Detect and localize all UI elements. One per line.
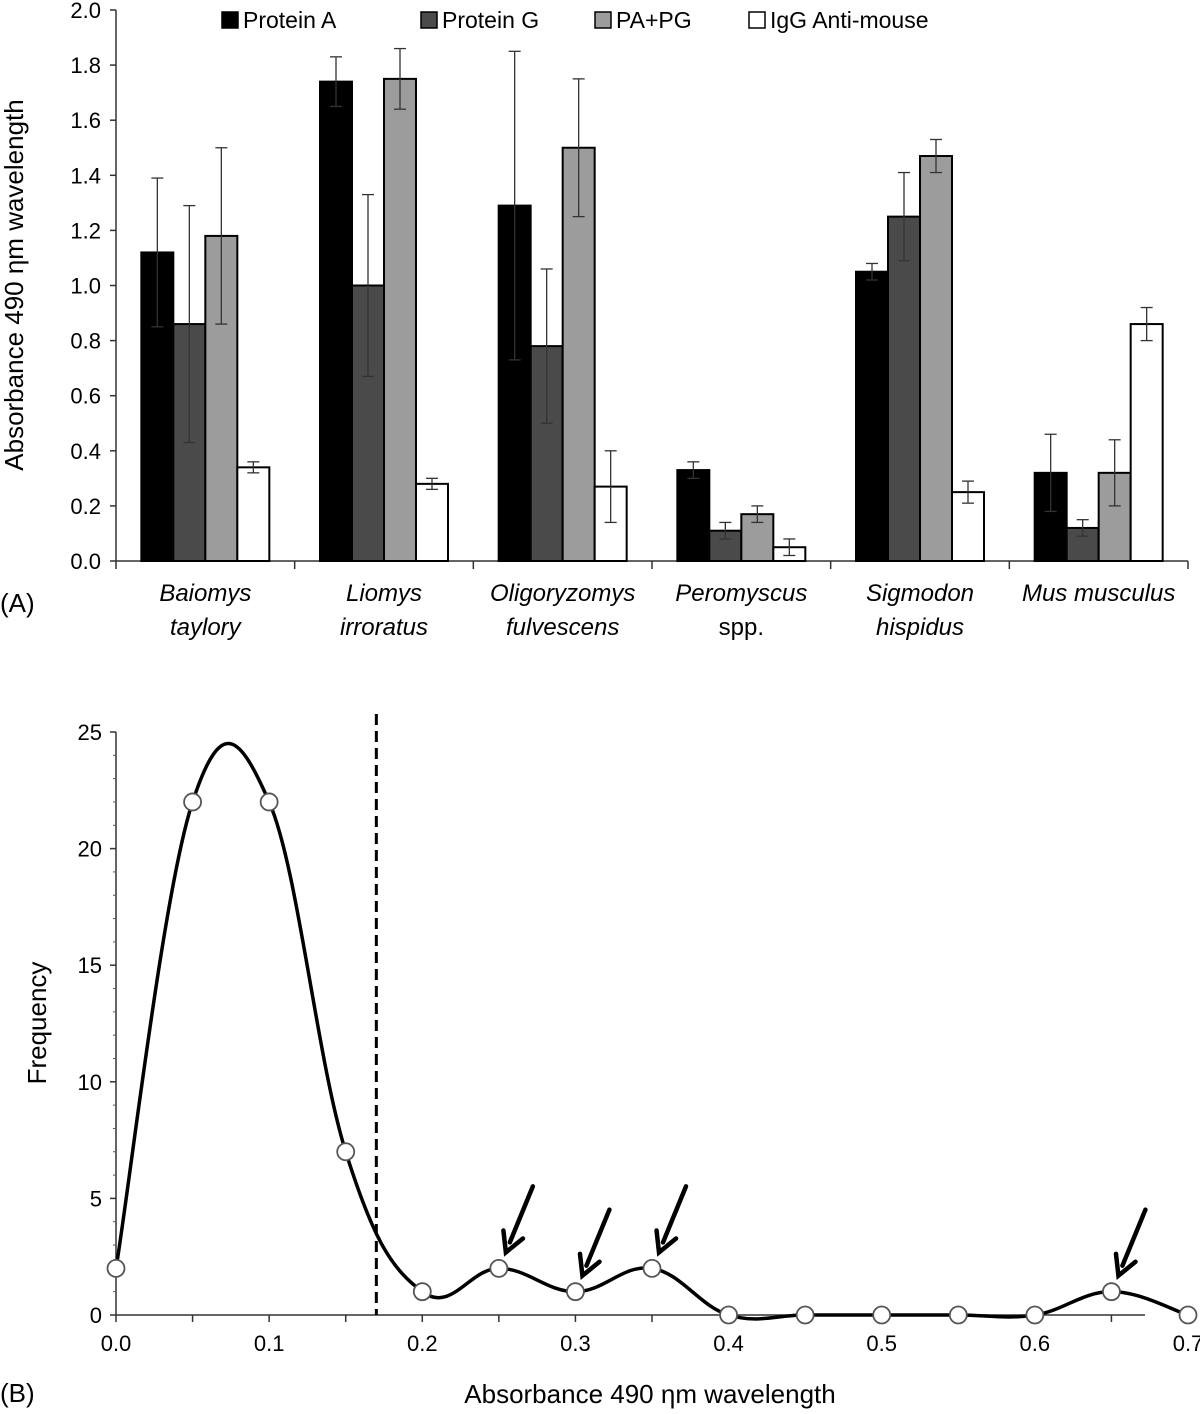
bar xyxy=(415,482,449,562)
bar xyxy=(319,80,353,562)
data-point xyxy=(795,1305,815,1325)
data-point xyxy=(489,1258,509,1278)
panel-a-error-bars xyxy=(151,47,1153,557)
arrow-icon xyxy=(507,1184,536,1245)
frequency-curve xyxy=(114,742,1189,1321)
panel-a-y-axis-title: Absorbance 490 ηm wavelength xyxy=(0,99,29,470)
x-tick-label: 0.2 xyxy=(407,1331,438,1356)
category-label-line2: taylory xyxy=(170,614,243,641)
bar xyxy=(383,77,417,562)
arrow-icon xyxy=(1120,1207,1148,1268)
data-point xyxy=(566,1282,585,1302)
y-tick-label: 15 xyxy=(78,953,102,978)
x-tick-label: 0.5 xyxy=(866,1331,897,1356)
legend-label: Protein G xyxy=(442,7,539,33)
panel-b-x-axis-title: Absorbance 490 ηm wavelength xyxy=(464,1379,835,1409)
arrow-icon xyxy=(584,1207,612,1268)
bar xyxy=(919,155,953,562)
arrow-icon xyxy=(660,1184,689,1245)
data-point xyxy=(948,1305,968,1325)
legend-label: PA+PG xyxy=(616,7,692,33)
y-tick-label: 20 xyxy=(78,837,102,862)
legend: Protein A Protein G PA+PG IgG Anti-mouse xyxy=(221,7,929,33)
y-tick-label: 2.0 xyxy=(70,0,101,23)
arrow-icon-head xyxy=(501,1228,526,1257)
category-label-line1: Baiomys xyxy=(159,580,251,607)
data-point xyxy=(259,792,279,812)
bar xyxy=(855,270,889,562)
category-label-line2: spp. xyxy=(719,614,764,641)
x-tick-label: 0.3 xyxy=(560,1331,591,1356)
category-label-line2: irroratus xyxy=(340,614,428,641)
data-point xyxy=(1178,1305,1198,1325)
bar xyxy=(236,466,271,562)
panel-b-x-ticks: 0.0 0.1 0.2 0.3 0.4 0.5 0.6 0.7 xyxy=(101,1315,1200,1356)
category-label-line1: Sigmodon xyxy=(866,580,974,607)
y-tick-label: 10 xyxy=(78,1070,102,1095)
panel-a-label: (A) xyxy=(0,588,35,618)
y-tick-label: 0.0 xyxy=(70,549,101,574)
data-point xyxy=(336,1142,356,1162)
category-label-line1: Liomys xyxy=(346,580,422,607)
y-tick-label: 25 xyxy=(78,720,102,745)
panel-b-label: (B) xyxy=(0,1378,35,1408)
y-tick-label: 0.6 xyxy=(70,384,101,409)
legend-swatch xyxy=(420,11,438,29)
y-tick-label: 5 xyxy=(90,1186,102,1211)
arrow-icon-head xyxy=(1113,1251,1138,1281)
bar xyxy=(1129,323,1164,562)
panel-a-bar-chart: 0.0 0.2 0.4 0.6 0.8 1.0 1.2 1.4 1.6 1.8 2.0 Baiomy… xyxy=(0,0,1189,641)
y-tick-label: 1.0 xyxy=(70,274,101,299)
panel-b-y-axis-title: Frequency xyxy=(22,962,52,1085)
data-point xyxy=(183,792,202,812)
x-tick-label: 0.0 xyxy=(101,1331,132,1356)
y-tick-label: 1.2 xyxy=(70,218,101,243)
legend-swatch xyxy=(594,11,612,29)
panel-a-bars xyxy=(140,77,1164,563)
y-tick-label: 1.6 xyxy=(70,108,101,133)
data-point xyxy=(412,1282,432,1302)
data-point xyxy=(1025,1305,1045,1325)
bar xyxy=(887,215,921,562)
arrow-icon-head xyxy=(654,1228,679,1257)
data-point xyxy=(106,1258,126,1278)
x-tick-label: 0.4 xyxy=(713,1331,744,1356)
x-tick-label: 0.7 xyxy=(1173,1331,1200,1356)
y-tick-label: 1.8 xyxy=(70,53,101,78)
panel-a-y-ticks: 0.0 0.2 0.4 0.6 0.8 1.0 1.2 1.4 1.6 1.8 2.0 xyxy=(70,0,116,574)
panel-a-category-labels: Baiomys taylory Liomys irroratus Oligoryzomy… xyxy=(159,580,1175,641)
legend-swatch xyxy=(748,11,766,29)
panel-b-y-ticks: 0 5 10 15 20 25 xyxy=(78,720,116,1328)
y-tick-label: 0.8 xyxy=(70,329,101,354)
x-tick-label: 0.1 xyxy=(254,1331,285,1356)
data-point xyxy=(719,1305,738,1325)
category-label-line1: Peromyscus xyxy=(675,580,807,607)
category-label-line2: hispidus xyxy=(876,614,964,641)
data-point xyxy=(1102,1282,1121,1302)
legend-swatch xyxy=(221,11,239,29)
bar xyxy=(676,469,711,562)
category-label-line1: Mus musculus xyxy=(1022,580,1175,607)
legend-label: IgG Anti-mouse xyxy=(770,7,929,33)
y-tick-label: 0.4 xyxy=(70,439,101,464)
arrow-icons xyxy=(501,1184,1148,1281)
arrow-icon-head xyxy=(577,1251,602,1281)
legend-label: Protein A xyxy=(243,7,337,33)
frequency-points xyxy=(106,792,1198,1325)
category-label-line2: fulvescens xyxy=(506,614,619,641)
y-tick-label: 1.4 xyxy=(70,163,101,188)
y-tick-label: 0.2 xyxy=(70,494,101,519)
data-point xyxy=(872,1305,892,1325)
y-tick-label: 0 xyxy=(90,1303,102,1328)
x-tick-label: 0.6 xyxy=(1020,1331,1051,1356)
panel-a-x-ticks xyxy=(115,561,1189,569)
data-point xyxy=(642,1258,662,1278)
category-label-line1: Oligoryzomys xyxy=(490,580,635,607)
panel-b-frequency-chart: 0 5 10 15 20 25 0.0 0.1 0.2 0.3 0.4 0.5 0.6 0.7 Freq… xyxy=(0,714,1200,1409)
